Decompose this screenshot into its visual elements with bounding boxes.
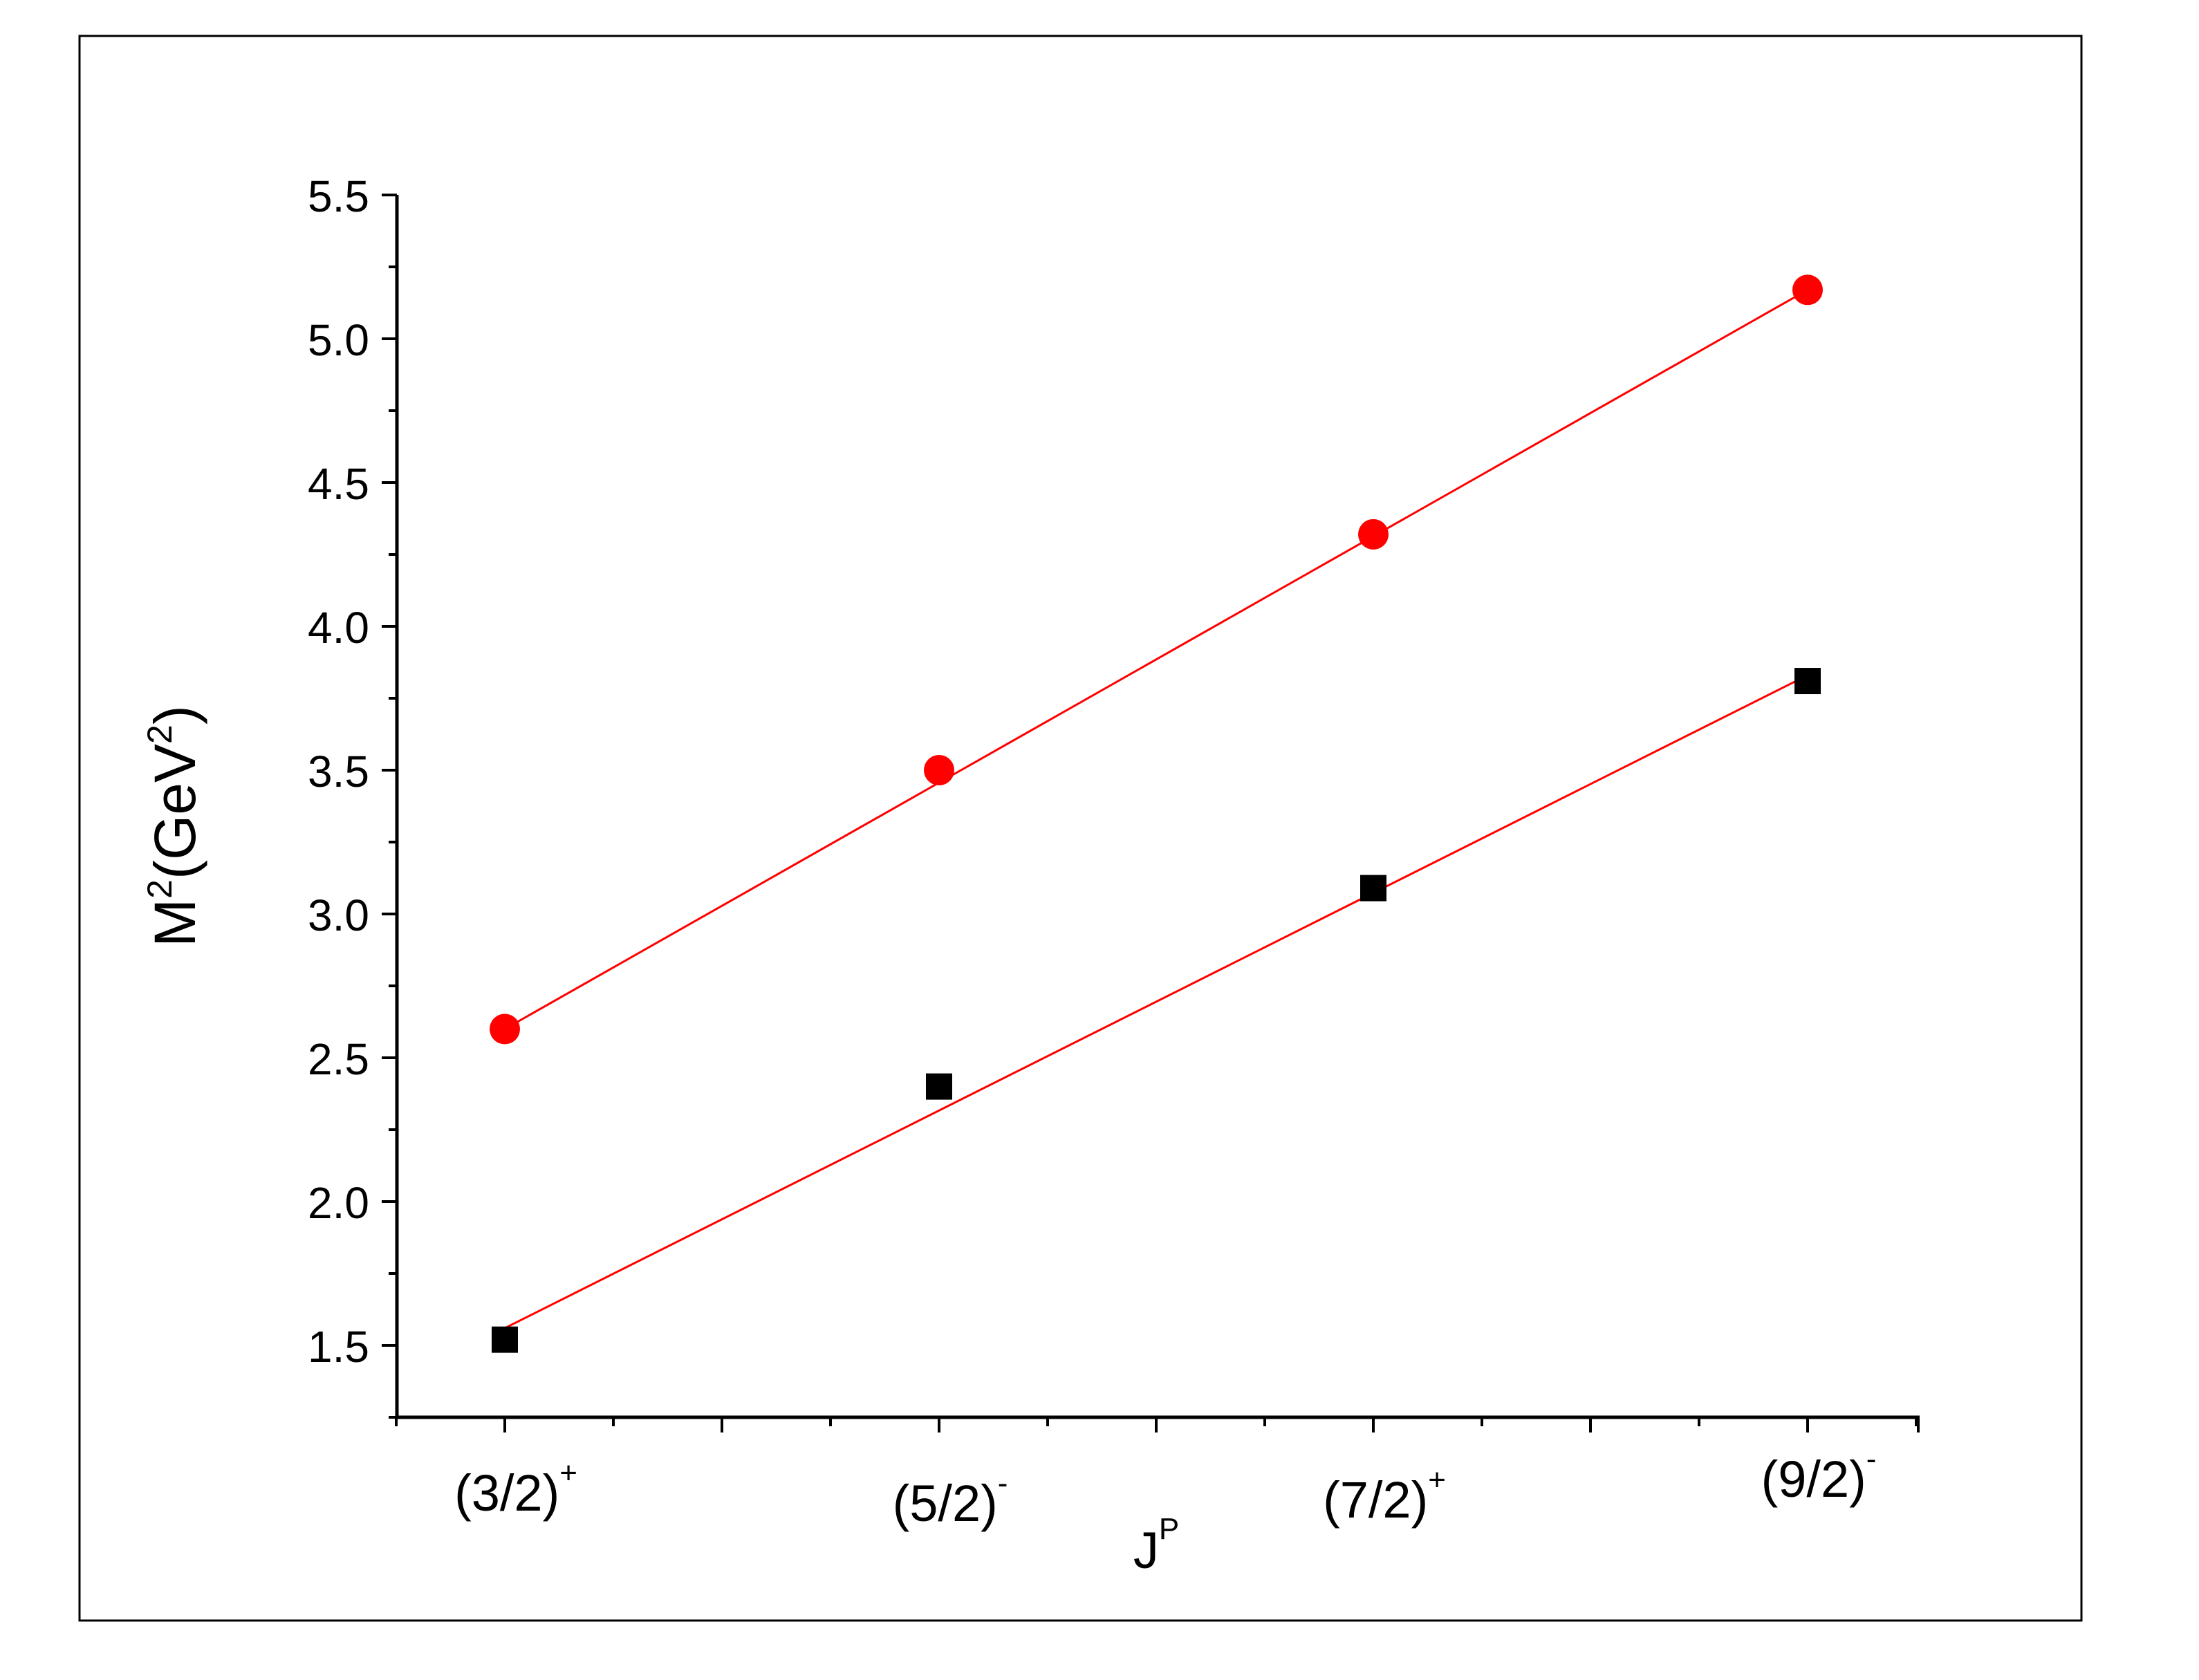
- y-tick-label: 3.0: [308, 890, 369, 940]
- y-tick-label: 1.5: [308, 1322, 369, 1372]
- y-tick-label: 2.5: [308, 1034, 369, 1084]
- x-tick-label-base: (7/2): [1323, 1471, 1428, 1529]
- data-point-square: [1360, 875, 1386, 902]
- y-axis-label-close: ): [142, 705, 207, 725]
- data-point-square: [1794, 668, 1821, 695]
- y-axis-label-unit: (GeV: [142, 744, 207, 879]
- y-tick-label: 3.5: [308, 747, 369, 796]
- x-tick-label-base: (9/2): [1761, 1450, 1866, 1508]
- x-axis-label: JP: [1133, 1512, 1179, 1579]
- data-points: [490, 274, 1823, 1353]
- y-axis-label-sup-2: 2: [140, 725, 179, 744]
- y-ticks: 1.5 2.0 2.5 3.0 3.5 4.0 4.5 5.0 5.5: [308, 171, 397, 1419]
- data-point-circle: [490, 1014, 520, 1045]
- x-tick-label-sup: -: [1866, 1442, 1877, 1476]
- axes: [395, 195, 1920, 1419]
- y-tick-label: 5.5: [308, 171, 369, 221]
- x-tick-label: (7/2)+: [1323, 1463, 1446, 1529]
- x-axis-label-base: J: [1133, 1522, 1159, 1579]
- x-tick-label-sup: +: [559, 1456, 577, 1490]
- x-tick-label: (9/2)-: [1761, 1442, 1877, 1508]
- y-axis-label: M2(GeV2): [140, 705, 207, 947]
- x-axis-label-sup: P: [1159, 1512, 1179, 1546]
- x-tick-label-sup: +: [1428, 1463, 1446, 1497]
- x-tick-label: (3/2)+: [454, 1456, 577, 1522]
- y-axis-label-sup-1: 2: [140, 879, 179, 899]
- data-point-square: [926, 1073, 952, 1100]
- y-tick-label: 4.0: [308, 603, 369, 653]
- y-axis-label-base: M: [142, 899, 207, 947]
- x-tick-label-sup: -: [998, 1466, 1008, 1500]
- data-point-circle: [1358, 519, 1389, 550]
- data-point-circle: [924, 755, 954, 785]
- y-tick-label: 4.5: [308, 459, 369, 509]
- fit-line: [504, 288, 1808, 1030]
- fit-line: [504, 674, 1808, 1329]
- x-ticks: (3/2)+(5/2)- (7/2)+ (9/2)-: [395, 1417, 1920, 1532]
- x-tick-label-base: (3/2): [454, 1464, 559, 1522]
- x-tick-label: (5/2)-: [893, 1466, 1008, 1532]
- y-tick-label: 2.0: [308, 1178, 369, 1228]
- data-point-circle: [1792, 274, 1823, 306]
- fit-lines: [504, 288, 1808, 1329]
- y-tick-label: 5.0: [308, 315, 369, 365]
- x-tick-label-base: (5/2): [893, 1475, 998, 1532]
- figure-frame: [78, 35, 2083, 1622]
- data-point-square: [492, 1326, 518, 1353]
